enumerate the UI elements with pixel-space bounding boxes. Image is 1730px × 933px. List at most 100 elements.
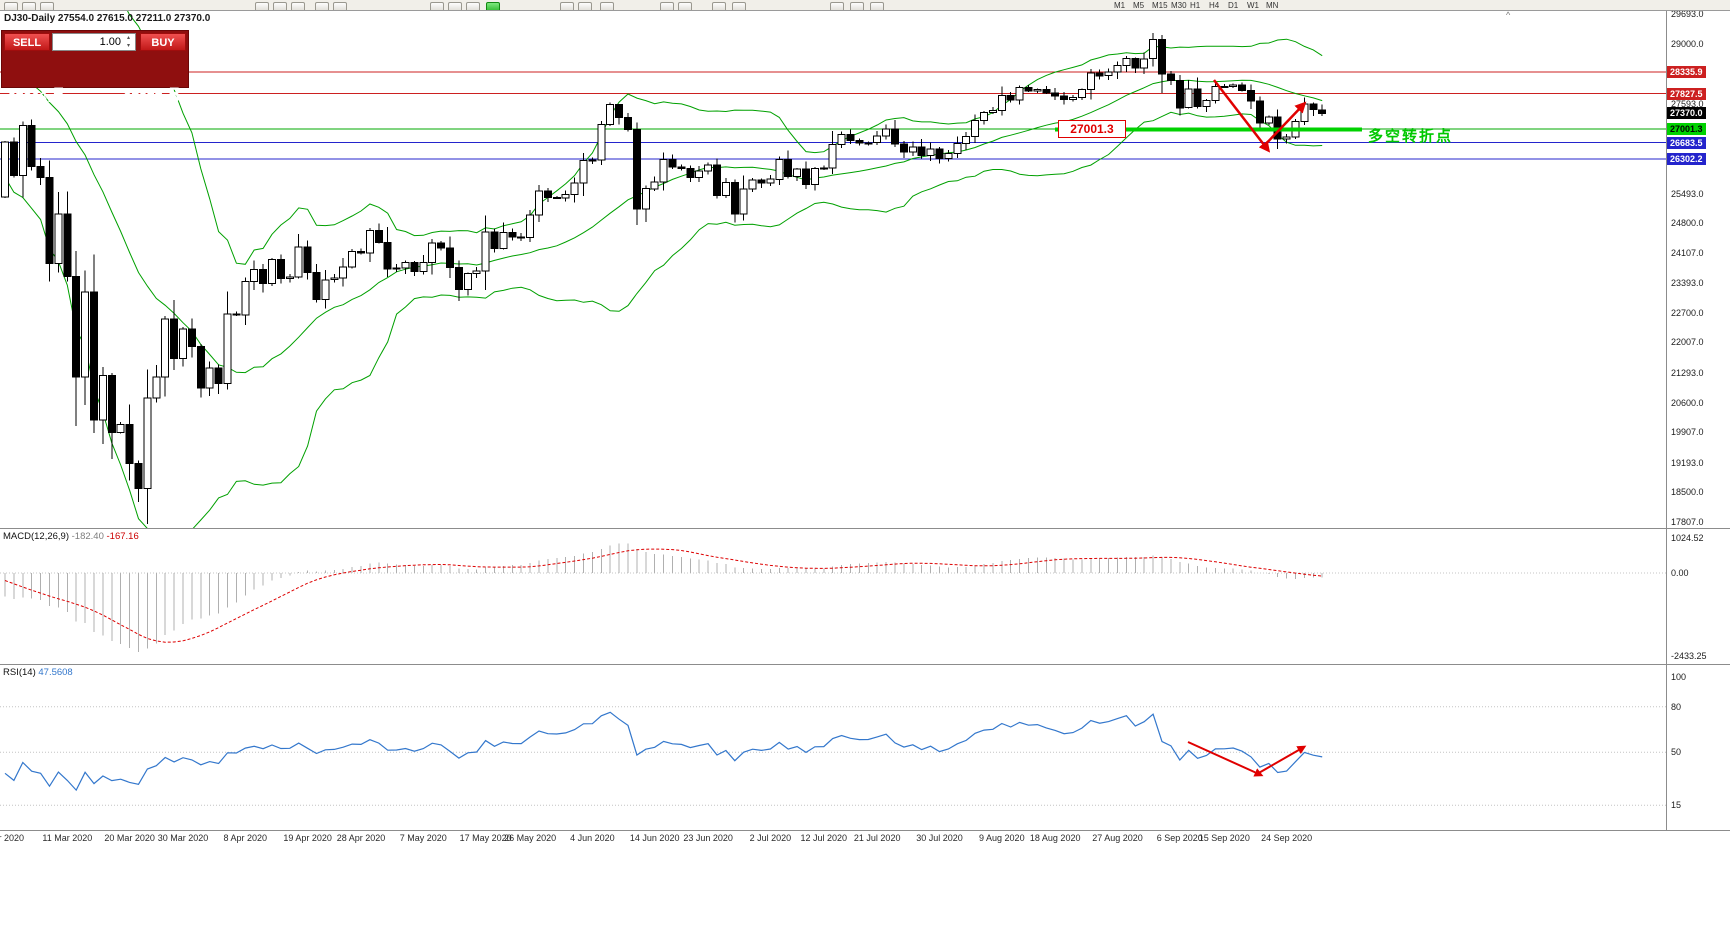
timeframe-button-m5[interactable]: M5	[1133, 1, 1145, 10]
bollinger-bands	[4, 10, 1323, 528]
date-label: 14 Jun 2020	[629, 833, 680, 843]
date-label: 8 Apr 2020	[223, 833, 268, 843]
price-axis-label: 25493.0	[1671, 188, 1704, 199]
date-label: 26 May 2020	[504, 833, 557, 843]
rsi-axis-label: 100	[1671, 671, 1687, 682]
volume-down-arrow-icon[interactable]: ▾	[126, 43, 130, 49]
date-label: 24 Sep 2020	[1261, 833, 1313, 843]
volume-spinner: ▴ ▾	[123, 34, 134, 50]
timeframe-button-h1[interactable]: H1	[1190, 1, 1201, 10]
macd-indicator-layer	[0, 543, 1666, 653]
price-axis[interactable]: 29693.0 29000.0 27593.0 25493.0 24800.0 24107…	[1666, 9, 1730, 830]
date-label: 27 Aug 2020	[1092, 833, 1143, 843]
price-axis-label: 24107.0	[1671, 247, 1704, 258]
rsi-axis-label: 15	[1671, 800, 1682, 811]
date-label: 18 Aug 2020	[1029, 833, 1081, 843]
date-label: 6 Sep 2020	[1156, 833, 1203, 843]
price-axis-label: 19193.0	[1671, 457, 1704, 468]
new-order-icon[interactable]	[486, 2, 500, 10]
timeframe-button-m30[interactable]: M30	[1171, 1, 1187, 10]
price-axis-label: 20600.0	[1671, 397, 1704, 408]
macd-indicator-label: MACD(12,26,9) -182.40 -167.16	[3, 531, 139, 542]
shapes-icon[interactable]	[870, 2, 884, 10]
price-axis-label: 23393.0	[1671, 278, 1704, 289]
line-chart-icon[interactable]	[291, 2, 305, 10]
macd-axis-label: -2433.25	[1671, 651, 1707, 662]
chart-shift-icon[interactable]	[578, 2, 592, 10]
fibonacci-icon[interactable]	[712, 2, 726, 10]
price-axis-label: 17807.0	[1671, 517, 1704, 527]
rsi-down-arrow[interactable]	[1187, 741, 1264, 777]
date-label: 30 Mar 2020	[157, 833, 209, 843]
timeframe-button-mn[interactable]: MN	[1266, 1, 1279, 10]
top-toolbar[interactable]: M1 M5 M15 M30 H1 H4 D1 W1 MN	[0, 0, 1730, 11]
rsi-indicator-layer	[0, 706, 1666, 806]
price-axis-label: 29693.0	[1671, 9, 1704, 19]
price-up-arrow[interactable]	[1261, 101, 1307, 149]
timeframe-button-d1[interactable]: D1	[1228, 1, 1239, 10]
date-label: 23 Jun 2020	[683, 833, 733, 843]
rsi-axis-label: 50	[1671, 747, 1682, 758]
zoom-out-icon[interactable]	[333, 2, 347, 10]
pane-separator-macd[interactable]	[0, 528, 1730, 529]
vertical-line-icon[interactable]	[830, 2, 844, 10]
price-axis-label: 22007.0	[1671, 337, 1704, 348]
volume-up-arrow-icon[interactable]: ▴	[126, 35, 130, 41]
text-label-icon[interactable]	[732, 2, 746, 10]
date-label: 2 Jul 2020	[749, 833, 792, 843]
equidistant-channel-icon[interactable]	[850, 2, 864, 10]
profiles-icon[interactable]	[22, 2, 36, 10]
buy-price: 27377.5	[123, 84, 180, 107]
rsi-axis-label: 80	[1671, 701, 1682, 712]
scroll-to-end-marker: ^	[1506, 10, 1511, 20]
candlestick-layer	[1, 33, 1327, 524]
horizontal-line-icon[interactable]	[678, 2, 692, 10]
date-label: 30 Jul 2020	[916, 833, 963, 843]
zoom-in-icon[interactable]	[315, 2, 329, 10]
price-axis-badge: 27370.0	[1667, 107, 1706, 120]
date-label: 19 Apr 2020	[283, 833, 332, 843]
price-axis-label: 24800.0	[1671, 218, 1704, 229]
pane-separator-rsi[interactable]	[0, 664, 1730, 665]
rsi-up-arrow[interactable]	[1256, 745, 1307, 775]
indicators-icon[interactable]	[430, 2, 444, 10]
chart-window-icon[interactable]	[40, 2, 54, 10]
date-label: 4 Jun 2020	[570, 833, 615, 843]
level-price-callout[interactable]: 27001.3	[1058, 120, 1126, 138]
date-label: 17 May 2020	[459, 833, 512, 843]
timeframe-button-w1[interactable]: W1	[1247, 1, 1259, 10]
price-axis-badge: 26302.2	[1667, 152, 1706, 165]
autoscroll-icon[interactable]	[560, 2, 574, 10]
trendline-icon[interactable]	[660, 2, 674, 10]
price-axis-label: 27593.0	[1671, 98, 1704, 109]
rsi-annotation-layer[interactable]	[1187, 741, 1307, 777]
date-label: 9 Aug 2020	[979, 833, 1025, 843]
price-axis-badge: 26683.5	[1667, 136, 1706, 149]
templates-icon[interactable]	[600, 2, 614, 10]
volume-input[interactable]: 1.00 ▴ ▾	[52, 33, 136, 51]
timeframe-button-h4[interactable]: H4	[1209, 1, 1220, 10]
timeframe-button-m1[interactable]: M1	[1114, 1, 1126, 10]
price-axis-badge: 27827.5	[1667, 87, 1706, 100]
turning-point-text[interactable]: 多空转折点	[1368, 128, 1454, 145]
open-chart-icon[interactable]	[4, 2, 18, 10]
date-label: 15 Sep 2020	[1198, 833, 1250, 843]
trend-annotation-layer[interactable]	[1055, 79, 1362, 153]
buy-button[interactable]: BUY	[140, 33, 186, 51]
cursor-icon[interactable]	[448, 2, 462, 10]
bar-chart-icon[interactable]	[255, 2, 269, 10]
date-label: 20 Mar 2020	[104, 833, 155, 843]
candlestick-chart-icon[interactable]	[273, 2, 287, 10]
date-label: 7 May 2020	[399, 833, 447, 843]
price-axis-label: 29000.0	[1671, 38, 1704, 49]
crosshair-icon[interactable]	[466, 2, 480, 10]
price-axis-label: 21293.0	[1671, 368, 1704, 378]
sell-button[interactable]: SELL	[4, 33, 50, 51]
price-down-arrow[interactable]	[1213, 79, 1271, 153]
timeframe-button-m15[interactable]: M15	[1152, 1, 1168, 10]
date-label: Mar 2020	[0, 833, 25, 843]
date-label: 28 Apr 2020	[336, 833, 386, 843]
